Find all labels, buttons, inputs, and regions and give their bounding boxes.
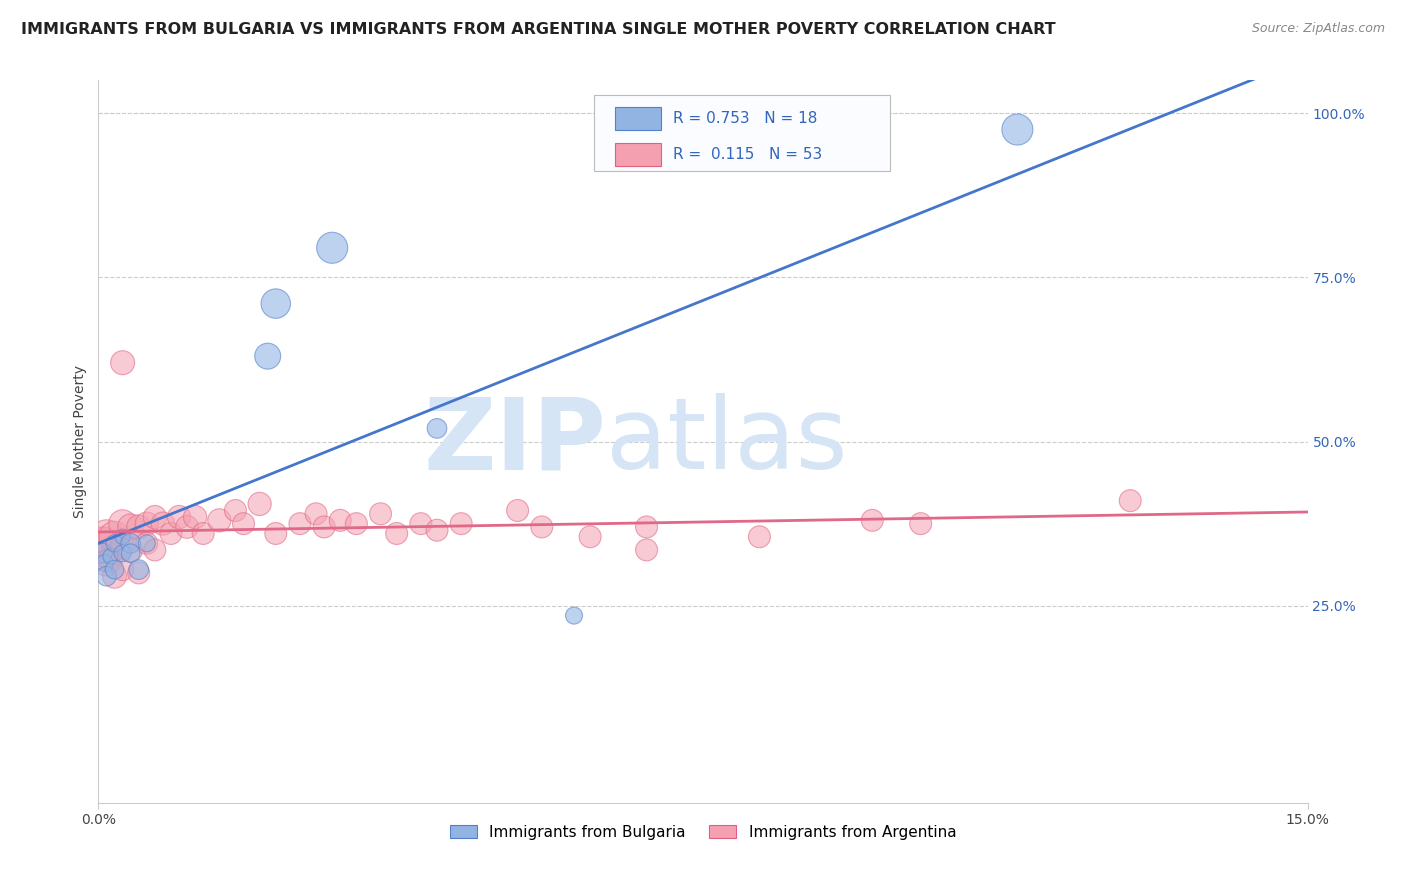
Text: R = 0.753   N = 18: R = 0.753 N = 18 <box>672 112 817 126</box>
Point <box>90 540 112 554</box>
Point <box>344 516 367 531</box>
Point <box>120 536 142 550</box>
Point <box>256 349 278 363</box>
Point <box>94 533 117 547</box>
Point <box>94 556 117 570</box>
Point <box>143 510 166 524</box>
Text: R =  0.115   N = 53: R = 0.115 N = 53 <box>672 147 823 162</box>
Point <box>96 530 118 544</box>
Point <box>426 523 449 537</box>
Point <box>152 516 174 531</box>
Point <box>288 516 311 531</box>
Point <box>748 530 770 544</box>
Point <box>111 516 134 531</box>
Point <box>329 513 352 527</box>
Bar <box>614 107 661 130</box>
Point <box>385 526 408 541</box>
Point <box>111 540 134 554</box>
Point <box>910 516 932 531</box>
Point <box>224 503 246 517</box>
Point <box>103 530 125 544</box>
Text: Source: ZipAtlas.com: Source: ZipAtlas.com <box>1251 22 1385 36</box>
Point <box>91 546 114 560</box>
Point <box>321 241 343 255</box>
Point <box>562 608 585 623</box>
Point <box>100 553 122 567</box>
Legend: Immigrants from Bulgaria, Immigrants from Argentina: Immigrants from Bulgaria, Immigrants fro… <box>444 819 962 846</box>
Point <box>96 556 118 570</box>
Point <box>111 356 134 370</box>
Point <box>1007 122 1029 136</box>
Point <box>232 516 254 531</box>
Point <box>103 563 125 577</box>
Point <box>143 542 166 557</box>
Point <box>184 510 207 524</box>
Point <box>120 520 142 534</box>
Text: ZIP: ZIP <box>423 393 606 490</box>
Point <box>91 540 114 554</box>
Point <box>636 542 658 557</box>
Point <box>135 536 157 550</box>
Point <box>111 546 134 560</box>
Point <box>135 516 157 531</box>
Bar <box>614 143 661 166</box>
Text: atlas: atlas <box>606 393 848 490</box>
Point <box>103 569 125 583</box>
Point <box>264 296 287 310</box>
Point <box>160 526 183 541</box>
Point <box>208 513 231 527</box>
Point <box>176 520 198 534</box>
Point <box>314 520 336 534</box>
Point <box>264 526 287 541</box>
Point <box>120 542 142 557</box>
Point <box>370 507 392 521</box>
Point <box>120 546 142 560</box>
Point <box>128 566 150 580</box>
Point <box>409 516 432 531</box>
Point <box>530 520 553 534</box>
Point <box>1119 493 1142 508</box>
Point <box>167 510 190 524</box>
Point <box>450 516 472 531</box>
Point <box>111 530 134 544</box>
FancyBboxPatch shape <box>595 95 890 170</box>
Point <box>128 563 150 577</box>
Point <box>100 549 122 564</box>
Point <box>193 526 215 541</box>
Point <box>96 569 118 583</box>
Point <box>636 520 658 534</box>
Point <box>135 536 157 550</box>
Text: IMMIGRANTS FROM BULGARIA VS IMMIGRANTS FROM ARGENTINA SINGLE MOTHER POVERTY CORR: IMMIGRANTS FROM BULGARIA VS IMMIGRANTS F… <box>21 22 1056 37</box>
Point <box>426 421 449 435</box>
Point <box>103 536 125 550</box>
Point <box>249 497 271 511</box>
Point <box>305 507 328 521</box>
Point <box>111 563 134 577</box>
Point <box>128 520 150 534</box>
Point <box>506 503 529 517</box>
Point <box>579 530 602 544</box>
Y-axis label: Single Mother Poverty: Single Mother Poverty <box>73 365 87 518</box>
Point <box>860 513 883 527</box>
